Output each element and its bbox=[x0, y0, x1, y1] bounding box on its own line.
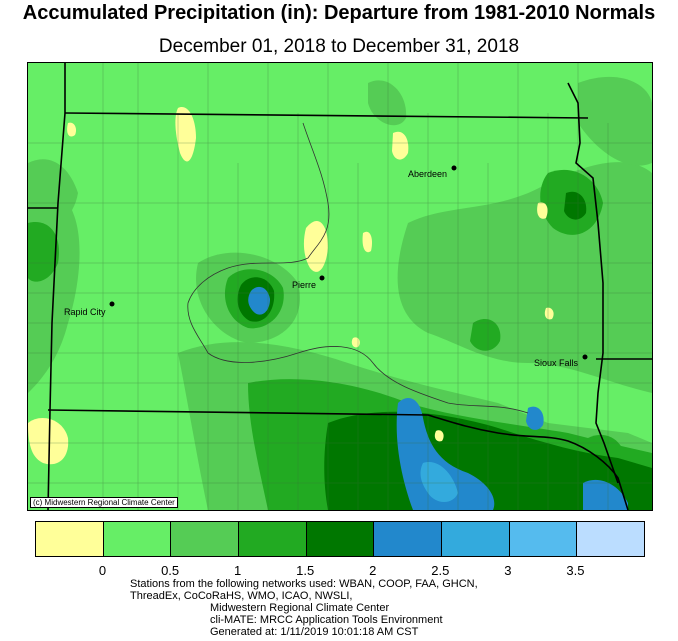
credit-label: (c) Midwestern Regional Climate Center bbox=[30, 497, 178, 508]
city-pierre: Pierre bbox=[292, 275, 325, 290]
legend-swatch bbox=[171, 522, 240, 556]
city-aberdeen: Aberdeen bbox=[408, 165, 457, 179]
city-sioux-falls: Sioux Falls bbox=[534, 354, 588, 368]
legend-swatch bbox=[36, 522, 104, 556]
legend-tick-label: 3 bbox=[504, 563, 512, 578]
legend-tick-label: 3.5 bbox=[566, 563, 585, 578]
legend-ticks: 0 0.5 1 1.5 2 2.5 3 3.5 bbox=[0, 563, 678, 581]
county-lines bbox=[28, 63, 652, 510]
precipitation-map: Aberdeen Pierre Rapid City Sioux Falls (… bbox=[27, 62, 653, 511]
city-label: Aberdeen bbox=[408, 169, 447, 179]
map-canvas: Aberdeen Pierre Rapid City Sioux Falls bbox=[28, 63, 652, 510]
city-marker bbox=[451, 165, 457, 171]
city-label: Rapid City bbox=[64, 307, 106, 317]
map-subtitle: December 01, 2018 to December 31, 2018 bbox=[158, 36, 520, 57]
legend-tick-label: 2 bbox=[369, 563, 377, 578]
legend-swatch bbox=[306, 522, 375, 556]
footer-line: Generated at: 1/11/2019 10:01:18 AM CST bbox=[210, 626, 419, 638]
legend-swatch bbox=[239, 522, 307, 556]
footer-line: Midwestern Regional Climate Center bbox=[210, 602, 390, 614]
legend-swatch bbox=[577, 522, 645, 556]
footer-line: ThreadEx, CoCoRaHS, WMO, ICAO, NWSLI, bbox=[130, 590, 353, 602]
city-marker bbox=[319, 275, 325, 281]
city-label: Pierre bbox=[292, 280, 316, 290]
color-legend bbox=[35, 521, 645, 557]
legend-swatch bbox=[103, 522, 172, 556]
legend-tick-label: 0 bbox=[98, 563, 107, 578]
legend-tick-label: 1 bbox=[234, 563, 242, 578]
zone-0-0.5 bbox=[175, 107, 196, 162]
state-borders bbox=[28, 63, 652, 510]
legend-swatch bbox=[442, 522, 510, 556]
legend-tick-label: 0.5 bbox=[161, 563, 180, 578]
zone-2.5-3-south bbox=[396, 398, 495, 510]
footer-line: cli-MATE: MRCC Application Tools Environ… bbox=[210, 614, 443, 626]
zone-2.5-3-central bbox=[248, 286, 270, 315]
missouri-river bbox=[187, 122, 529, 414]
legend-swatch bbox=[374, 522, 443, 556]
city-marker bbox=[582, 354, 588, 360]
legend-swatch bbox=[509, 522, 578, 556]
city-marker bbox=[109, 301, 115, 307]
legend-tick-label: 2.5 bbox=[431, 563, 450, 578]
footer-line: Stations from the following networks use… bbox=[130, 578, 478, 590]
map-title: Accumulated Precipitation (in): Departur… bbox=[22, 2, 656, 24]
footer-notes: Stations from the following networks use… bbox=[130, 578, 650, 638]
city-label: Sioux Falls bbox=[534, 358, 579, 368]
legend-tick-label: 1.5 bbox=[296, 563, 315, 578]
city-rapid-city: Rapid City bbox=[64, 301, 115, 317]
